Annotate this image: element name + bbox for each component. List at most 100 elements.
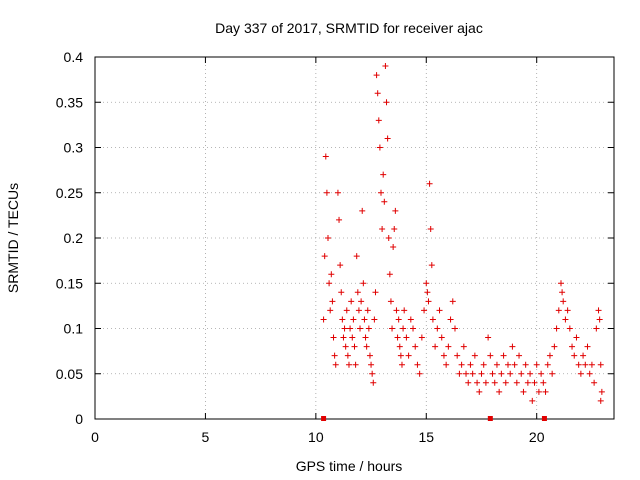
data-point [369, 370, 376, 377]
data-point [533, 361, 540, 368]
x-tick-label: 0 [91, 429, 99, 445]
data-point [354, 289, 361, 296]
data-point [527, 370, 534, 377]
data-point [429, 316, 436, 323]
y-tick-label: 0.2 [64, 230, 84, 246]
data-point [458, 361, 465, 368]
data-point [440, 352, 447, 359]
data-point [387, 298, 394, 305]
data-point [500, 352, 507, 359]
data-point [379, 225, 386, 232]
data-point [575, 361, 582, 368]
data-point [320, 316, 327, 323]
data-point [396, 343, 403, 350]
data-point [427, 225, 434, 232]
data-point [555, 307, 562, 314]
data-point [557, 280, 564, 287]
data-point [522, 361, 529, 368]
data-point [327, 307, 334, 314]
x-tick-label: 20 [529, 429, 545, 445]
data-point [355, 307, 362, 314]
data-point [374, 90, 381, 97]
data-point [339, 316, 346, 323]
data-point [363, 343, 370, 350]
data-point [351, 343, 358, 350]
data-point [456, 370, 463, 377]
data-point [504, 361, 511, 368]
data-point [538, 370, 545, 377]
data-point [588, 361, 595, 368]
data-point [449, 298, 456, 305]
data-point [460, 343, 467, 350]
data-point [544, 361, 551, 368]
data-point [364, 307, 371, 314]
data-point [372, 289, 379, 296]
data-point [451, 325, 458, 332]
data-point [360, 280, 367, 287]
data-point [390, 244, 397, 251]
data-point [498, 370, 505, 377]
baseline-marker [321, 416, 327, 421]
data-point [322, 153, 329, 160]
data-point [418, 334, 425, 341]
data-point [389, 325, 396, 332]
data-point [359, 207, 366, 214]
data-point [394, 334, 401, 341]
data-point [365, 325, 372, 332]
data-point [467, 361, 474, 368]
data-point [336, 216, 343, 223]
y-tick-label: 0.35 [56, 94, 83, 110]
data-point [412, 343, 419, 350]
data-point [342, 343, 349, 350]
data-point [432, 343, 439, 350]
data-point [474, 379, 481, 386]
data-point [341, 325, 348, 332]
data-point [391, 225, 398, 232]
data-point [345, 361, 352, 368]
data-point [340, 334, 347, 341]
y-tick-label: 0 [75, 411, 83, 427]
data-point [392, 207, 399, 214]
data-point [358, 298, 365, 305]
data-point [434, 325, 441, 332]
y-tick-label: 0.4 [64, 49, 84, 65]
data-point [326, 280, 333, 287]
data-point [357, 325, 364, 332]
data-point [349, 334, 356, 341]
data-point [384, 135, 391, 142]
data-point [324, 235, 331, 241]
data-point [400, 325, 407, 332]
data-point [591, 379, 598, 386]
data-point [343, 307, 350, 314]
data-point [438, 334, 445, 341]
data-point [562, 316, 569, 323]
data-point [487, 352, 494, 359]
data-point [489, 370, 496, 377]
data-point [329, 298, 336, 305]
data-point [580, 352, 587, 359]
data-point [371, 316, 378, 323]
x-tick-label: 10 [308, 429, 324, 445]
data-point [385, 235, 392, 241]
data-point [428, 262, 435, 269]
data-point [405, 352, 412, 359]
data-point [368, 361, 375, 368]
data-point [407, 316, 414, 323]
data-point [513, 379, 520, 386]
data-point [383, 99, 390, 106]
data-point [569, 343, 576, 350]
data-point [380, 171, 387, 178]
data-point [531, 379, 538, 386]
y-tick-label: 0.3 [64, 140, 84, 156]
data-point [564, 307, 571, 314]
data-point [540, 379, 547, 386]
data-point [423, 280, 430, 287]
data-point [376, 144, 383, 151]
data-point [573, 334, 580, 341]
data-point [598, 388, 605, 395]
data-point [520, 388, 527, 395]
data-point [463, 370, 470, 377]
data-point [454, 352, 461, 359]
data-point [338, 289, 345, 296]
